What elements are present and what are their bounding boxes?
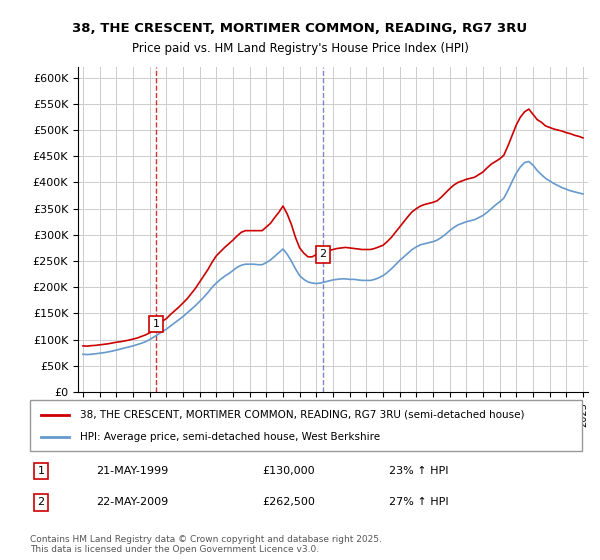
Text: £130,000: £130,000 <box>262 466 314 476</box>
Text: 2: 2 <box>37 497 44 507</box>
Text: Price paid vs. HM Land Registry's House Price Index (HPI): Price paid vs. HM Land Registry's House … <box>131 42 469 55</box>
Text: 1: 1 <box>152 319 160 329</box>
Text: 1: 1 <box>38 466 44 476</box>
Text: 22-MAY-2009: 22-MAY-2009 <box>96 497 169 507</box>
Text: HPI: Average price, semi-detached house, West Berkshire: HPI: Average price, semi-detached house,… <box>80 432 380 442</box>
Text: 21-MAY-1999: 21-MAY-1999 <box>96 466 169 476</box>
Text: 27% ↑ HPI: 27% ↑ HPI <box>389 497 448 507</box>
FancyBboxPatch shape <box>30 400 582 451</box>
Text: Contains HM Land Registry data © Crown copyright and database right 2025.
This d: Contains HM Land Registry data © Crown c… <box>30 535 382 554</box>
Text: 23% ↑ HPI: 23% ↑ HPI <box>389 466 448 476</box>
Text: 38, THE CRESCENT, MORTIMER COMMON, READING, RG7 3RU (semi-detached house): 38, THE CRESCENT, MORTIMER COMMON, READI… <box>80 409 524 419</box>
Text: 38, THE CRESCENT, MORTIMER COMMON, READING, RG7 3RU: 38, THE CRESCENT, MORTIMER COMMON, READI… <box>73 22 527 35</box>
Text: £262,500: £262,500 <box>262 497 315 507</box>
Text: 2: 2 <box>319 250 326 259</box>
